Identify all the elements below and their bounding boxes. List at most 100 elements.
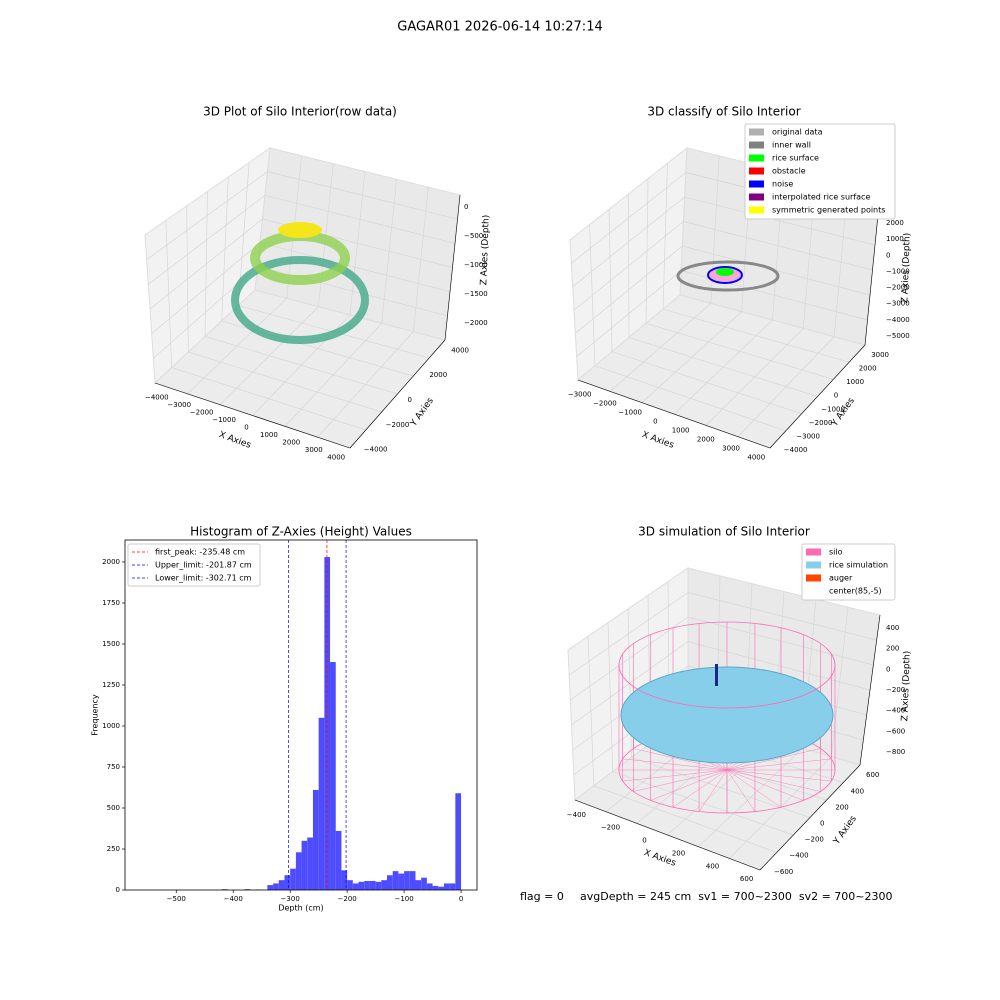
silo-wire xyxy=(622,769,728,782)
y-tick-label: 1500 xyxy=(102,640,120,648)
hist-bar xyxy=(318,717,325,890)
z-tick-label: −1000 xyxy=(886,267,910,275)
axis-line xyxy=(574,799,761,871)
pane-grid xyxy=(662,163,850,363)
hist-bar xyxy=(352,883,359,890)
y-tick-label: −3000 xyxy=(796,432,820,440)
x-tick-label: 0 xyxy=(459,895,463,903)
y-tick-label: 500 xyxy=(107,804,120,812)
z-tick-label: 2000 xyxy=(886,219,904,227)
hist-bar xyxy=(426,883,433,890)
legend-box xyxy=(744,123,896,220)
y-tick-label: 1000 xyxy=(102,722,120,730)
rice-surface xyxy=(620,666,834,764)
hist-bar xyxy=(330,662,336,890)
legend-label: Lower_limit: -302.71 cm xyxy=(155,574,252,583)
z-tick-label: −600 xyxy=(886,727,905,735)
pane-grid xyxy=(570,616,874,701)
footer-stats: avgDepth = 245 cm sv1 = 700~2300 sv2 = 7… xyxy=(580,890,893,903)
x-axis-label: Depth (cm) xyxy=(278,904,323,913)
axis-line xyxy=(864,194,881,346)
x-tick-label: −100 xyxy=(394,895,413,903)
hist-bar xyxy=(398,873,405,890)
x-tick-label: −400 xyxy=(224,895,243,903)
legend-box xyxy=(801,543,896,601)
plot-title: 3D classify of Silo Interior xyxy=(647,105,800,119)
silo-wire xyxy=(650,769,728,801)
hist-bar xyxy=(312,789,319,890)
hist-bar xyxy=(415,880,422,890)
y-tick-label: 1000 xyxy=(846,378,864,386)
y-tick-label: 2000 xyxy=(429,371,447,379)
x-tick-label: 2000 xyxy=(282,438,300,446)
legend-label: center(85,-5) xyxy=(829,587,882,596)
z-tick-label: −4000 xyxy=(886,316,910,324)
legend-label: obstacle xyxy=(772,167,806,176)
y-tick-label: 600 xyxy=(866,771,879,779)
x-tick-label: 3000 xyxy=(722,444,740,452)
hist-bar xyxy=(221,889,228,890)
y-tick-label: 750 xyxy=(107,763,120,771)
legend-label: silo xyxy=(829,548,843,557)
z-tick-label: 200 xyxy=(886,645,899,653)
hist-bar xyxy=(364,880,370,890)
hist-bar xyxy=(307,837,313,890)
ring-illustration xyxy=(676,260,780,292)
hist-bar xyxy=(387,875,393,890)
silo-wire xyxy=(633,769,728,792)
x-tick-label: 0 xyxy=(642,837,646,845)
pane-grid xyxy=(572,196,876,287)
z-tick-label: −800 xyxy=(886,748,905,756)
y-tick-label: 0 xyxy=(834,392,838,400)
z-tick-label: 400 xyxy=(886,624,899,632)
z-tick-label: −5000 xyxy=(886,332,910,340)
hist-bar xyxy=(324,557,331,890)
legend-swatch xyxy=(749,206,764,214)
y-tick-label: 0 xyxy=(408,396,412,404)
z-tick-label: −3000 xyxy=(886,300,910,308)
legend-label: rice surface xyxy=(772,154,819,163)
cloud-illustration xyxy=(278,222,322,238)
legend-swatch xyxy=(806,548,821,556)
hist-bar xyxy=(392,871,399,890)
axis-line xyxy=(577,379,771,449)
x-tick-label: −500 xyxy=(167,895,186,903)
silo-wire xyxy=(726,769,832,782)
y-tick-label: 0 xyxy=(820,820,824,828)
legend-label: noise xyxy=(772,180,793,189)
axis-line xyxy=(444,194,461,341)
plot-title: 3D Plot of Silo Interior(row data) xyxy=(203,105,397,119)
pane-grid xyxy=(148,194,456,285)
plot-title: 3D simulation of Silo Interior xyxy=(638,525,810,539)
ring-illustration xyxy=(716,268,734,276)
x-tick-label: 0 xyxy=(244,424,248,432)
x-tick-label: 600 xyxy=(740,875,753,883)
legend-label: rice simulation xyxy=(829,561,888,570)
y-tick-label: −1000 xyxy=(821,405,845,413)
y-tick-label: 250 xyxy=(107,845,120,853)
hist-bar xyxy=(432,885,439,890)
x-tick-label: −2000 xyxy=(190,409,214,417)
axis-line xyxy=(349,339,446,449)
hist-bar xyxy=(335,830,342,890)
hist-bar xyxy=(438,886,444,890)
z-tick-label: −1500 xyxy=(464,290,488,298)
z-axis-label: Z Axies (Depth) xyxy=(900,651,912,722)
x-tick-label: 1000 xyxy=(672,426,690,434)
z-tick-label: 0 xyxy=(464,203,468,211)
legend-swatch xyxy=(749,180,764,188)
pane-grid xyxy=(146,171,458,260)
hist-bar xyxy=(244,889,251,890)
y-tick-label: −600 xyxy=(774,868,793,876)
legend-label: Upper_limit: -201.87 cm xyxy=(155,561,252,570)
x-tick-label: 400 xyxy=(706,862,719,870)
y-tick-label: −4000 xyxy=(784,446,808,454)
silo-wire xyxy=(698,769,728,812)
x-tick-label: −3000 xyxy=(568,391,592,399)
hist-bar xyxy=(375,881,382,890)
axis-line xyxy=(859,614,881,766)
auger xyxy=(715,664,718,686)
z-tick-label: −500 xyxy=(464,232,483,240)
hist-bar xyxy=(409,871,416,890)
silo-wire xyxy=(672,769,728,808)
